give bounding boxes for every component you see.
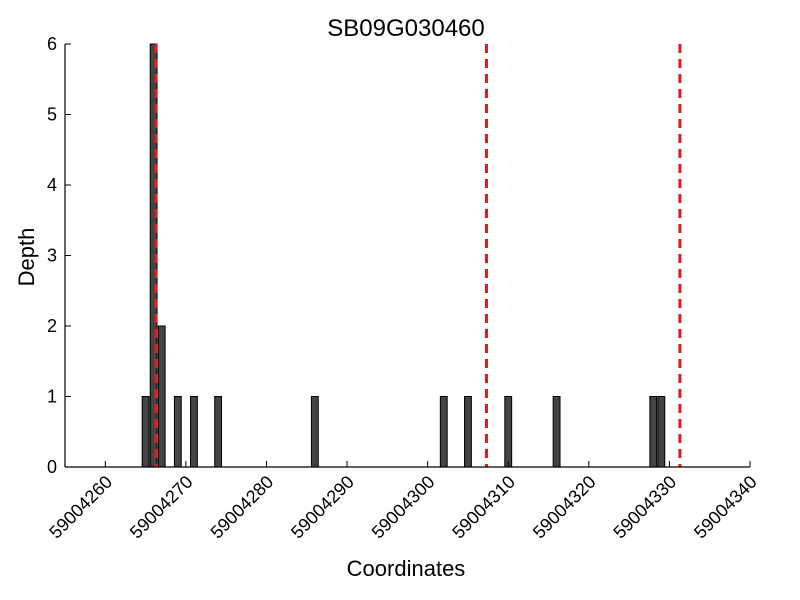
bar-9 <box>504 396 513 468</box>
x-tick-label-59004280: 59004280 <box>207 472 278 543</box>
x-axis-label: Coordinates <box>347 556 466 581</box>
bar-6 <box>310 396 319 468</box>
bar-10 <box>552 396 561 468</box>
y-ticks: 0 1 2 3 4 5 6 <box>47 34 71 477</box>
marker-lines <box>154 44 682 467</box>
bar-4 <box>190 396 198 468</box>
y-tick-label-2: 2 <box>47 316 57 336</box>
bar-5 <box>214 396 223 468</box>
bar-11 <box>649 396 658 468</box>
y-tick-label-5: 5 <box>47 105 57 125</box>
x-ticks: 59004260 59004270 59004280 59004290 59004300… <box>45 461 761 543</box>
x-tick-label-59004270: 59004270 <box>126 472 197 543</box>
bar-2 <box>157 325 166 468</box>
x-tick-label-59004310: 59004310 <box>448 472 519 543</box>
y-axis-label: Depth <box>14 228 39 287</box>
x-tick-label-59004340: 59004340 <box>690 472 761 543</box>
x-tick-label-59004290: 59004290 <box>287 472 358 543</box>
bar-8 <box>464 396 472 468</box>
bar-12 <box>657 396 666 468</box>
y-tick-label-3: 3 <box>47 246 57 266</box>
y-tick-label-0: 0 <box>47 457 57 477</box>
x-tick-label-59004330: 59004330 <box>609 472 680 543</box>
y-tick-label-6: 6 <box>47 34 57 54</box>
axes <box>64 44 750 468</box>
y-tick-label-1: 1 <box>47 387 57 407</box>
bar-3 <box>173 396 182 468</box>
chart-title: SB09G030460 <box>327 15 484 42</box>
x-tick-label-59004320: 59004320 <box>529 472 600 543</box>
x-tick-label-59004260: 59004260 <box>45 472 116 543</box>
bar-0 <box>141 396 150 468</box>
y-tick-label-4: 4 <box>47 175 57 195</box>
bar-7 <box>439 396 448 468</box>
bar-series <box>141 43 666 468</box>
x-tick-label-59004300: 59004300 <box>368 472 439 543</box>
